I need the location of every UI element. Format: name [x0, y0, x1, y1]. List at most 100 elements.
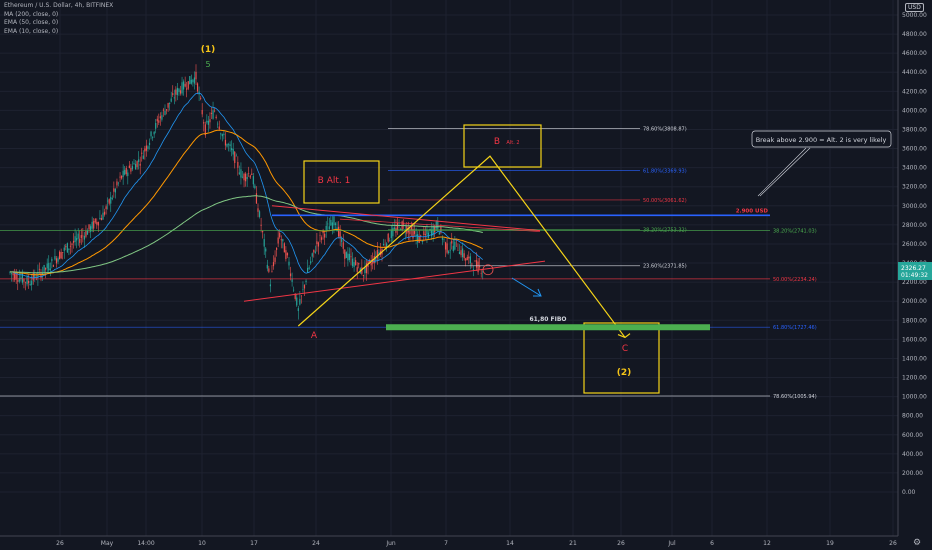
x-tick-label: 12: [763, 540, 771, 547]
candle-body: [479, 265, 481, 268]
candle-body: [238, 172, 240, 174]
candle-body: [415, 234, 417, 237]
candle-body: [181, 82, 183, 94]
candle-body: [111, 197, 113, 199]
candle-body: [457, 249, 459, 251]
candle-body: [48, 262, 50, 271]
y-tick-label: 3600.00: [902, 146, 927, 153]
candle-body: [90, 226, 92, 232]
candle-body: [299, 298, 301, 305]
y-tick-label: 200.00: [902, 470, 923, 477]
candle-body: [127, 172, 129, 176]
ema50-line: [10, 129, 484, 276]
ema10-line: [9, 92, 484, 279]
candle-body: [207, 120, 209, 125]
candle-body: [128, 165, 130, 168]
candle-body: [82, 235, 84, 237]
candle-body: [49, 268, 51, 271]
candle-body: [91, 221, 93, 229]
x-tick-label: 26: [889, 540, 897, 547]
candle-body: [272, 262, 275, 267]
candle-body: [308, 267, 310, 269]
candle-body: [209, 119, 211, 123]
wave-label: 5: [205, 60, 210, 69]
wave-label: (2): [617, 368, 632, 378]
x-tick-label: 14: [506, 540, 514, 547]
candle-body: [203, 122, 205, 124]
x-tick-label: 10: [198, 540, 206, 547]
candle-body: [300, 295, 302, 297]
candle-body: [437, 220, 439, 229]
candle-body: [370, 262, 372, 266]
candle-body: [55, 258, 58, 264]
candle-body: [169, 102, 171, 104]
candle-body: [79, 238, 81, 243]
candle-body: [246, 176, 248, 180]
candle-body: [341, 238, 343, 242]
candle-body: [223, 133, 225, 136]
y-tick-label: 800.00: [902, 413, 923, 420]
candle-body: [214, 110, 216, 112]
candle-body: [465, 258, 467, 261]
candle-body: [20, 277, 22, 280]
candle-body: [328, 226, 330, 230]
candle-body: [282, 239, 284, 242]
candle-body: [268, 268, 270, 272]
candle-body: [474, 260, 476, 262]
candle-body: [57, 258, 59, 262]
candle-body: [130, 168, 132, 172]
ma200-legend[interactable]: MA (200, close, 0): [4, 10, 59, 18]
candle-body: [80, 235, 82, 239]
candle-body: [69, 245, 72, 247]
candle-body: [449, 249, 451, 251]
candle-body: [271, 271, 273, 272]
candle-body: [173, 97, 175, 99]
candle-body: [440, 227, 442, 233]
candle-body: [21, 273, 23, 283]
x-tick-label: 26: [617, 540, 625, 547]
candle-body: [29, 284, 31, 286]
y-tick-label: 4800.00: [902, 31, 927, 38]
y-tick-label: 1200.00: [902, 375, 927, 382]
currency-button[interactable]: USD: [905, 3, 924, 12]
candle-body: [260, 224, 262, 226]
candle-body: [108, 199, 110, 204]
candle-body: [324, 233, 326, 238]
candle-body: [179, 90, 182, 94]
candle-body: [334, 223, 337, 226]
candle-body: [305, 280, 307, 283]
candle-body: [31, 280, 33, 285]
candle-body: [263, 239, 265, 247]
candle-body: [344, 249, 346, 259]
candle-body: [249, 175, 251, 178]
price-tag: [898, 262, 932, 280]
candle-body: [220, 133, 222, 135]
candle-body: [62, 252, 64, 253]
fib-level-label: 61.80%(3369.93): [643, 169, 687, 175]
y-tick-label: 1000.00: [902, 394, 927, 401]
candle-body: [426, 230, 428, 235]
candle-body: [320, 237, 323, 240]
candle-body: [72, 240, 75, 243]
candle-body: [351, 258, 354, 267]
candle-body: [441, 237, 444, 240]
lower-trendline: [243, 260, 546, 302]
symbol-title: Ethereum / U.S. Dollar, 4h, BITFINEX: [4, 2, 114, 9]
candle-body: [46, 263, 48, 269]
candle-body: [59, 251, 61, 260]
y-tick-label: 4200.00: [902, 88, 927, 95]
candle-body: [215, 116, 217, 119]
gear-icon[interactable]: ⚙: [913, 538, 922, 548]
candle-body: [331, 222, 333, 229]
candle-body: [389, 240, 391, 242]
ema50-legend[interactable]: EMA (50, close, 0): [4, 19, 59, 26]
y-tick-label: 1800.00: [902, 317, 927, 324]
candle-body: [226, 143, 228, 147]
candle-body: [190, 79, 192, 84]
ema10-legend[interactable]: EMA (10, close, 0): [4, 27, 59, 35]
ma200-line: [10, 195, 483, 274]
y-tick-label: 4400.00: [902, 69, 927, 76]
candle-body: [152, 137, 154, 139]
candle-body: [159, 116, 161, 119]
